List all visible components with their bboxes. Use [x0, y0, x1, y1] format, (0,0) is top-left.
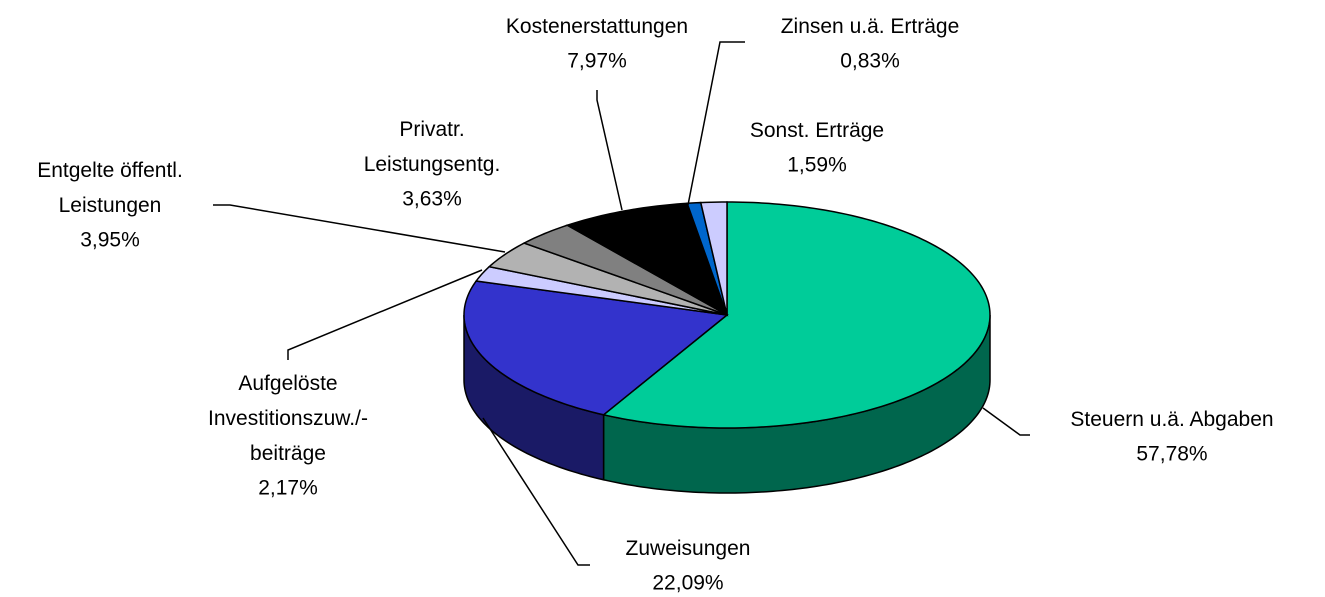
value-label: 22,09%	[652, 572, 723, 595]
pie-slice	[601, 201, 991, 429]
label-line: Zuweisungen	[626, 537, 751, 560]
label-line: Investitionszuw./-	[208, 407, 368, 430]
leader-line	[596, 90, 623, 211]
category-label: Entgelte öffentl. Leistungen	[37, 159, 183, 217]
category-label: Kostenerstattungen	[506, 15, 688, 38]
leader-line	[213, 204, 506, 253]
label-line: Privatr.	[399, 118, 464, 141]
label-line: beiträge	[250, 442, 326, 465]
leader-line	[482, 417, 590, 566]
label-line: Aufgelöste	[238, 372, 337, 395]
leader-line	[287, 269, 483, 360]
category-label: Zinsen u.ä. Erträge	[781, 15, 960, 38]
pie-slice	[699, 201, 728, 316]
category-label: Privatr. Leistungsentg.	[364, 118, 501, 176]
label-line: Kostenerstattungen	[506, 15, 688, 38]
value-label: 2,17%	[258, 477, 318, 500]
leader-line	[982, 407, 1030, 436]
value-label: 57,78%	[1136, 443, 1207, 466]
label-line: Leistungsentg.	[364, 153, 501, 176]
category-label: Zuweisungen	[626, 537, 751, 560]
label-line: Zinsen u.ä. Erträge	[781, 15, 960, 38]
value-label: 3,95%	[80, 229, 140, 252]
label-line: Leistungen	[59, 194, 162, 217]
pie-slice	[463, 280, 729, 416]
label-line: Entgelte öffentl.	[37, 159, 183, 182]
category-label: Steuern u.ä. Abgaben	[1070, 408, 1273, 431]
value-label: 0,83%	[840, 50, 900, 73]
value-label: 7,97%	[567, 50, 627, 73]
leader-line	[687, 41, 745, 206]
label-line: Sonst. Erträge	[750, 119, 884, 142]
pie-slice	[487, 242, 728, 316]
label-line: Steuern u.ä. Abgaben	[1070, 408, 1273, 431]
category-label: Aufgelöste Investitionszuw./- beiträge	[208, 372, 368, 465]
category-label: Sonst. Erträge	[750, 119, 884, 142]
value-label: 1,59%	[787, 154, 847, 177]
value-label: 3,63%	[402, 188, 462, 211]
pie-slice	[565, 202, 729, 317]
pie-slice	[522, 224, 728, 316]
